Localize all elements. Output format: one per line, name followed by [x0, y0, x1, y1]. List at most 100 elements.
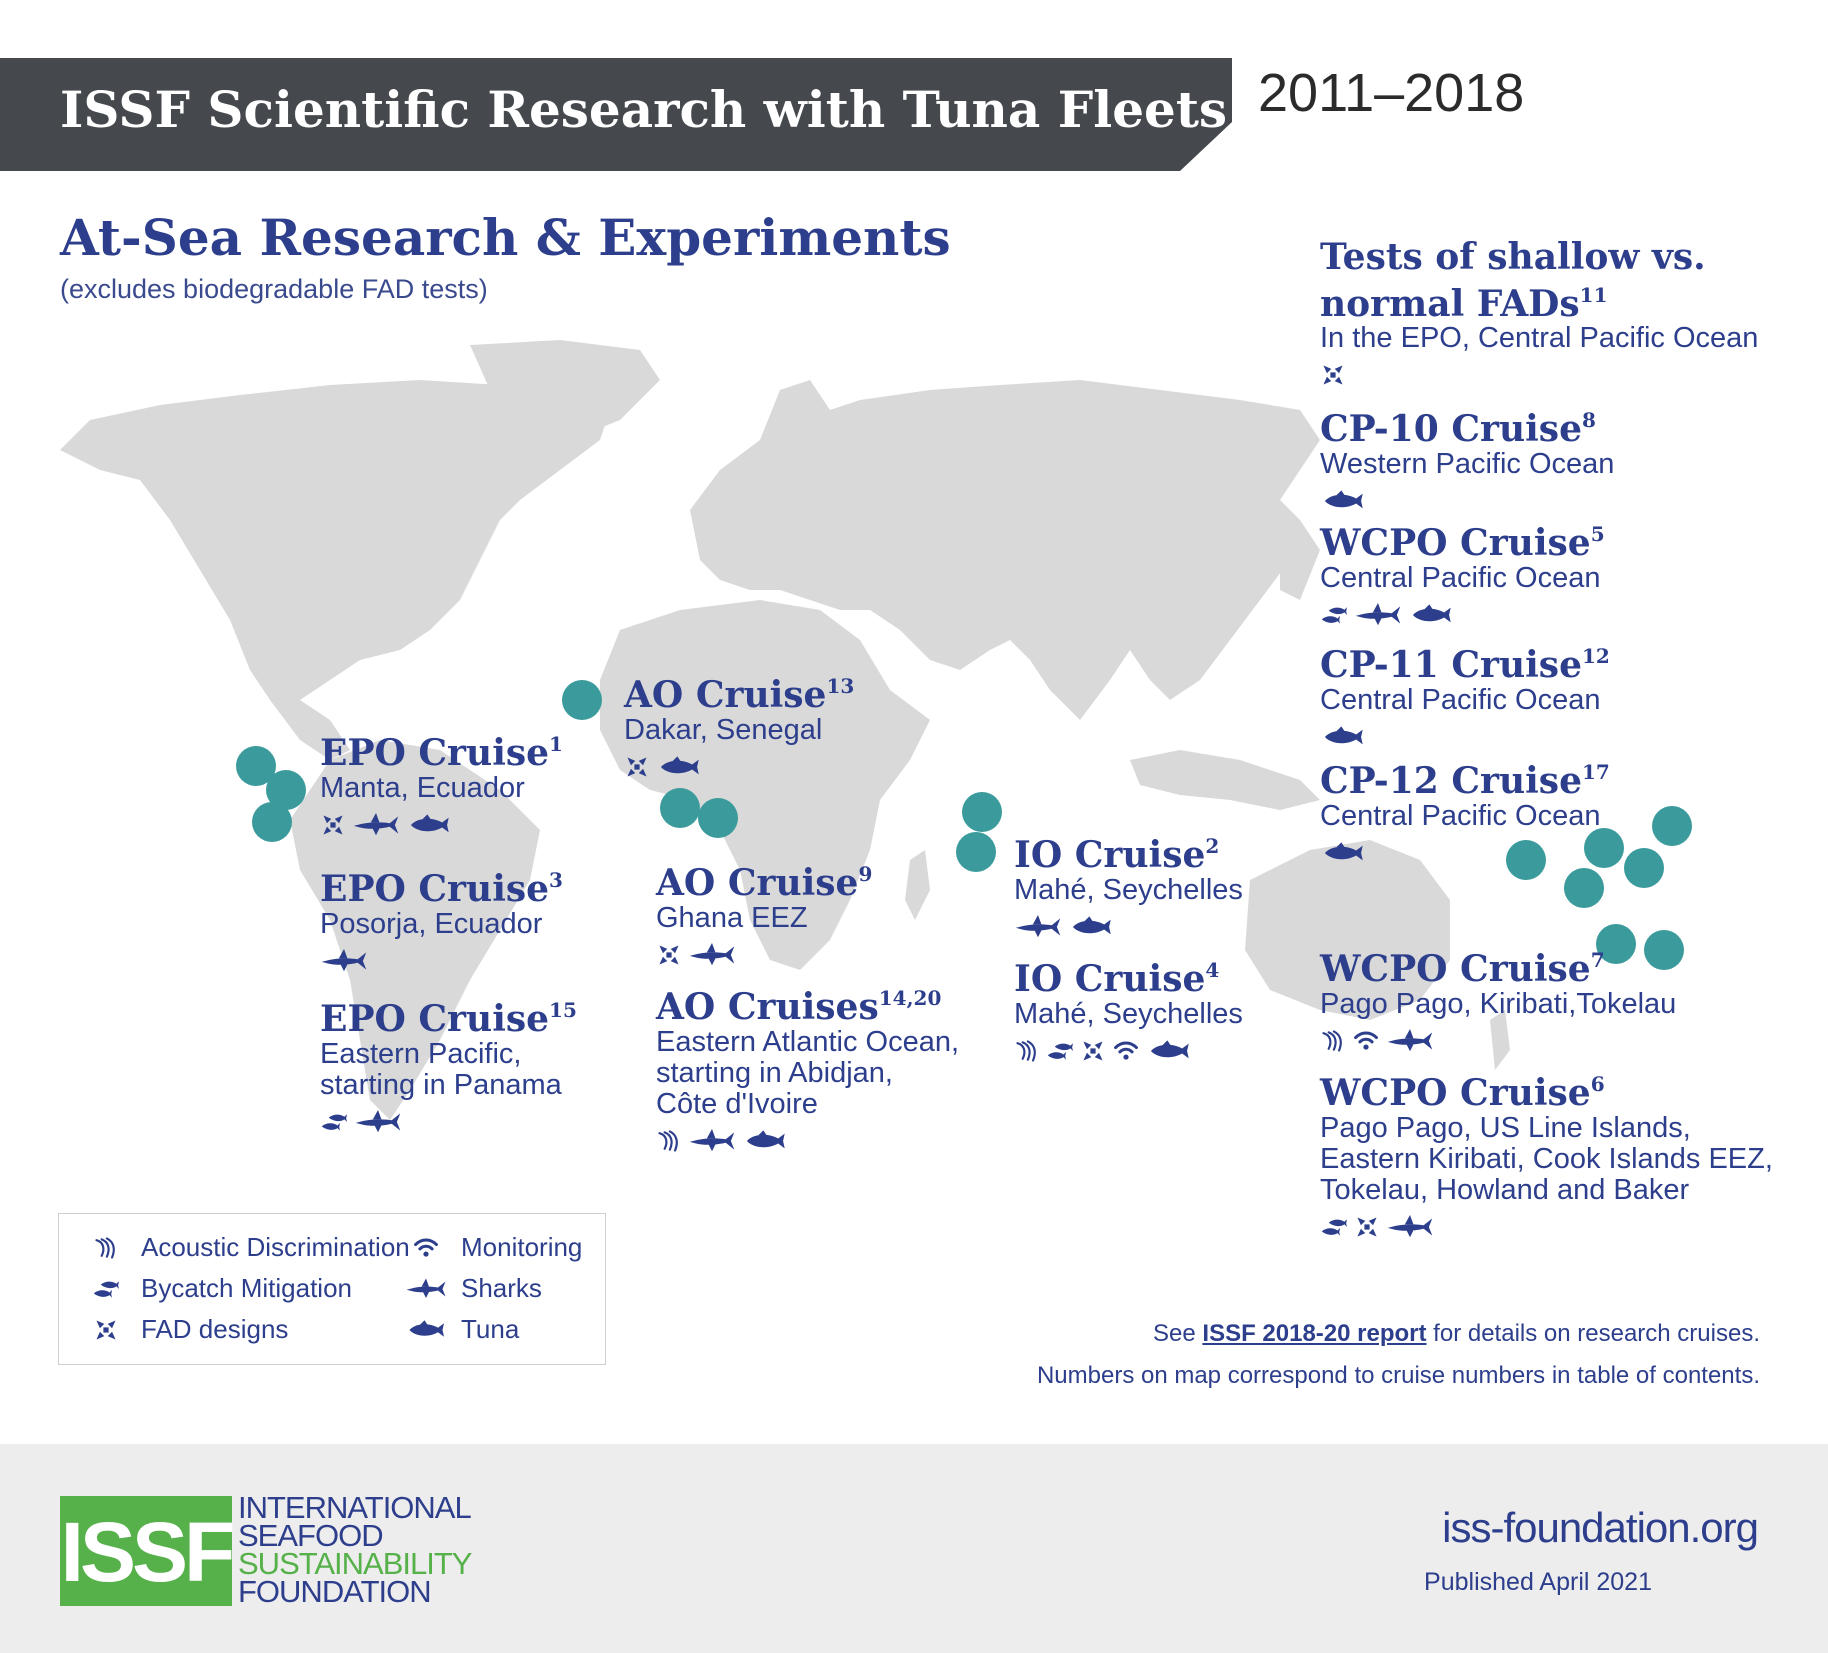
year-range: 2011–2018: [1258, 63, 1525, 123]
cruise-location: In the EPO, Central Pacific Ocean: [1320, 322, 1759, 354]
shark-icon: [1014, 914, 1062, 940]
cruise-icons: [656, 1126, 959, 1156]
cruise-name: Tests of shallow vs. normal FADs11: [1320, 236, 1706, 325]
scandinavia: [760, 380, 830, 460]
page-title: ISSF Scientific Research with Tuna Fleet…: [60, 80, 1228, 139]
cruise-name: AO Cruises14,20: [656, 986, 942, 1028]
shark-icon: [405, 1276, 447, 1302]
cruise-location: Mahé, Seychelles: [1014, 998, 1243, 1030]
cruise-io-2: IO Cruise2 Mahé, Seychelles: [1014, 826, 1243, 942]
legend-item-fad: FAD designs: [85, 1314, 288, 1345]
tuna-icon: [1068, 914, 1114, 940]
legend-label: FAD designs: [141, 1314, 289, 1344]
org-line: SEAFOOD: [238, 1518, 384, 1553]
cruise-io-4: IO Cruise4 Mahé, Seychelles: [1014, 950, 1243, 1066]
shark-icon: [1386, 1028, 1434, 1054]
issf-logo[interactable]: ISSF: [60, 1496, 235, 1606]
tuna-icon: [1320, 488, 1366, 514]
section-subtitle: (excludes biodegradable FAD tests): [60, 274, 488, 304]
cruise-location: Dakar, Senegal: [624, 714, 823, 746]
tuna-icon: [406, 812, 452, 838]
cruise-icons: [1320, 360, 1758, 390]
shark-icon: [688, 1128, 736, 1154]
madagascar: [905, 850, 930, 920]
marker-ao-1: [562, 680, 602, 720]
cruise-epo-15: EPO Cruise15 Eastern Pacific, starting i…: [320, 990, 577, 1137]
central-america: [270, 700, 350, 760]
marker-pac-6: [1596, 924, 1636, 964]
legend-item-bycatch: Bycatch Mitigation: [85, 1273, 352, 1304]
legend-label: Monitoring: [461, 1232, 583, 1262]
bycatch-icon: [1320, 1214, 1348, 1240]
cruise-icons: [1014, 1036, 1243, 1066]
legend-item-acoustic: Acoustic Discrimination: [85, 1232, 410, 1263]
cruise-location: Central Pacific Ocean: [1320, 562, 1601, 594]
shark-icon: [320, 948, 368, 974]
cruise-wcpo-6: WCPO Cruise6 Pago Pago, US Line Islands,…: [1320, 1064, 1773, 1242]
website-link[interactable]: iss-foundation.org: [1442, 1504, 1759, 1551]
marker-io-2: [956, 832, 996, 872]
cruise-fad-tests-11: Tests of shallow vs. normal FADs11 In th…: [1320, 238, 1758, 390]
new-zealand: [1490, 1010, 1510, 1070]
legend-label: Tuna: [461, 1314, 520, 1344]
footnotes: See ISSF 2018-20 report for details on r…: [1037, 1313, 1760, 1397]
cruise-icons: [624, 752, 854, 782]
cruise-cp-12: CP-12 Cruise17 Central Pacific Ocean: [1320, 752, 1610, 868]
japan: [1280, 520, 1320, 600]
cruise-name: WCPO Cruise7: [1320, 948, 1605, 990]
tuna-icon: [1320, 840, 1366, 866]
acoustic-icon: [93, 1235, 119, 1261]
fad-icon: [624, 754, 650, 780]
cruise-markers: [236, 680, 1692, 970]
marker-epo-1: [236, 746, 276, 786]
fad-icon: [1320, 362, 1346, 388]
legend-item-monitoring: Monitoring: [405, 1232, 582, 1263]
cruise-name: CP-11 Cruise12: [1320, 644, 1610, 686]
bycatch-icon: [1046, 1038, 1074, 1064]
bycatch-icon: [92, 1276, 120, 1302]
banner-shape: [0, 58, 1232, 171]
tuna-icon: [742, 1128, 788, 1154]
marker-pac-7: [1644, 930, 1684, 970]
cruise-epo-1: EPO Cruise1 Manta, Ecuador: [320, 724, 563, 840]
section-title: At-Sea Research & Experiments: [60, 208, 951, 267]
title-banner: ISSF Scientific Research with Tuna Fleet…: [0, 58, 1232, 171]
shark-icon: [352, 812, 400, 838]
monitoring-icon: [412, 1235, 440, 1261]
africa: [600, 600, 930, 970]
tuna-icon: [1408, 602, 1454, 628]
south-america: [290, 740, 540, 1120]
org-line: INTERNATIONAL: [238, 1490, 472, 1525]
cruise-location: Mahé, Seychelles: [1014, 874, 1243, 906]
marker-pac-3: [1584, 828, 1624, 868]
fad-icon: [93, 1317, 119, 1343]
cruise-location: Pago Pago, Kiribati,Tokelau: [1320, 988, 1677, 1020]
published-date: Published April 2021: [1424, 1568, 1652, 1596]
acoustic-icon: [1320, 1028, 1346, 1054]
cruise-icons: [1320, 600, 1605, 630]
cruise-icons: [1320, 722, 1610, 752]
cruise-name: WCPO Cruise6: [1320, 1072, 1605, 1114]
cruise-icons: [1320, 1212, 1773, 1242]
marker-ao-2: [660, 788, 700, 828]
shark-icon: [1354, 602, 1402, 628]
legend-label: Sharks: [461, 1273, 542, 1303]
tuna-icon: [1146, 1038, 1192, 1064]
fad-icon: [1080, 1038, 1106, 1064]
australia: [1245, 840, 1450, 1020]
eurasia: [690, 380, 1320, 720]
cruise-icons: [1320, 838, 1610, 868]
cruise-icons: [1014, 912, 1243, 942]
cruise-name: CP-10 Cruise8: [1320, 408, 1596, 450]
monitoring-icon: [1352, 1028, 1380, 1054]
marker-pac-2: [1506, 840, 1546, 880]
cruise-cp-11: CP-11 Cruise12 Central Pacific Ocean: [1320, 636, 1610, 752]
cruise-name: IO Cruise4: [1014, 958, 1220, 1000]
acoustic-icon: [1014, 1038, 1040, 1064]
report-link[interactable]: ISSF 2018-20 report: [1202, 1320, 1427, 1347]
cruise-location: Posorja, Ecuador: [320, 908, 543, 940]
world-map: [60, 340, 1692, 1120]
cruise-icons: [320, 810, 563, 840]
marker-epo-2: [266, 770, 306, 810]
cruise-location: Manta, Ecuador: [320, 772, 525, 804]
